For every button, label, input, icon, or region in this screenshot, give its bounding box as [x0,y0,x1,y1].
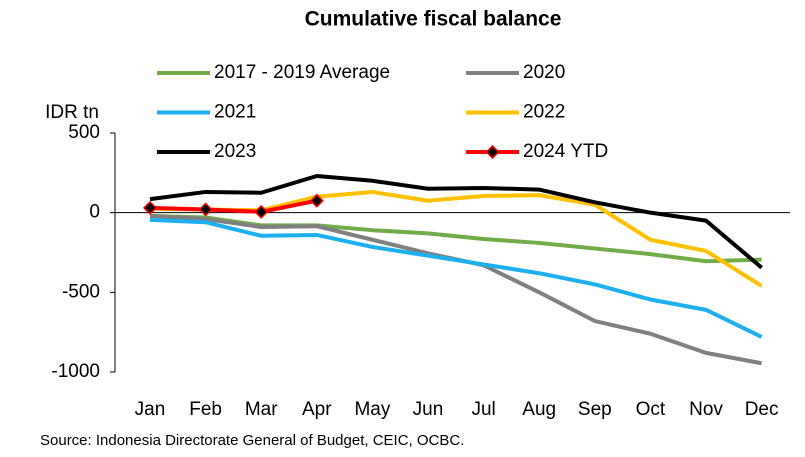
series-line [149,174,763,270]
series-line [149,189,763,288]
y-tick-label: -1000 [51,361,100,382]
y-tick-label: 0 [89,202,100,223]
chart-title: Cumulative fiscal balance [305,8,562,31]
x-tick-label: Apr [302,399,332,420]
source: Source: Indonesia Directorate General of… [40,432,464,449]
y-tick-label: -500 [62,281,100,302]
y-axis-label: IDR tn [45,102,99,123]
x-tick-label: Nov [689,399,723,420]
point-marker [198,202,213,217]
x-tick-label: Aug [522,399,556,420]
legend-label: 2021 [214,102,256,123]
legend-label: 2023 [214,141,256,162]
x-tick-label: Dec [745,399,779,420]
x-tick-label: May [354,399,390,420]
legend-label: 2020 [523,62,565,83]
point-marker [254,204,269,219]
series-line [149,217,763,339]
x-tick-label: Jun [413,399,444,420]
y-tick-label: 500 [68,122,100,143]
x-tick-label: Feb [189,399,222,420]
legend-marker [485,144,500,160]
legend-label: 2022 [523,102,565,123]
legend-label: 2024 YTD [523,141,608,162]
x-tick-label: Mar [245,399,278,420]
x-tick-label: Jan [135,399,166,420]
x-tick-label: Jul [471,399,495,420]
point-marker [309,193,324,208]
point-marker [142,200,158,215]
x-tick-label: Oct [636,399,666,420]
x-tick-label: Sep [578,399,612,420]
legend-label: 2017 - 2019 Average [214,62,390,83]
series-line [149,198,318,214]
